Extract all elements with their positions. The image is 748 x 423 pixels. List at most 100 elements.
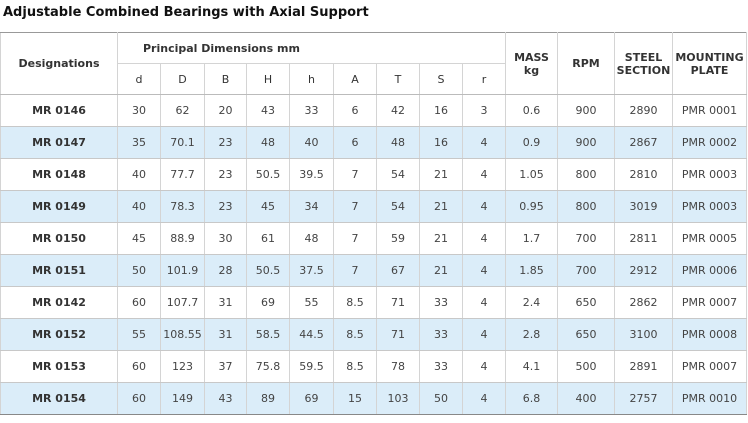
table-cell: 54 [376,190,420,223]
table-cell: 0.95 [505,190,558,223]
table-cell: 88.9 [160,222,205,255]
table-cell: 4 [462,222,506,255]
table-cell: 40 [117,190,161,223]
table-row: MR 0148 40 77.7 23 50.5 39.5 7 54 21 4 1.05 800 2810… [0,158,747,191]
table-cell: 101.9 [160,254,205,287]
designation-cell: MR 0149 [0,190,118,223]
table-cell: PMR 0005 [672,222,747,255]
header-line: MASS [514,50,549,64]
table-cell: 78.3 [160,190,205,223]
table-row: MR 0149 40 78.3 23 45 34 7 54 21 4 0.95 800 3019 PMR … [0,190,747,223]
table-cell: 2.8 [505,318,558,351]
table-cell: 61 [246,222,290,255]
table-cell: 37 [204,350,247,383]
designation-cell: MR 0152 [0,318,118,351]
table-cell: 40 [289,126,334,159]
table-cell: 2891 [614,350,673,383]
table-cell: 50 [419,382,463,415]
table-cell: 16 [419,126,463,159]
table-cell: 2.4 [505,286,558,319]
table-cell: PMR 0007 [672,286,747,319]
table-cell: 60 [117,350,161,383]
header-cell: RPM [557,32,615,95]
table-row: MR 0150 45 88.9 30 61 48 7 59 21 4 1.7 700 2811 PMR 0… [0,222,747,255]
table-cell: 7 [333,222,377,255]
header-cell: T [376,63,420,95]
designation-cell: MR 0146 [0,94,118,127]
table-row: MR 0147 35 70.1 23 48 40 6 48 16 4 0.9 900 2867 PMR 0… [0,126,747,159]
table-cell: 45 [246,190,290,223]
table-row: MR 0142 60 107.7 31 69 55 8.5 71 33 4 2.4 650 2862 PM… [0,286,747,319]
table-cell: 69 [289,382,334,415]
table-cell: 45 [117,222,161,255]
table-cell: 15 [333,382,377,415]
title: Adjustable Combined Bearings with Axial … [3,5,369,20]
table-cell: 0.9 [505,126,558,159]
table-cell: 500 [557,350,615,383]
designation-cell: MR 0151 [0,254,118,287]
table-cell: 50.5 [246,158,290,191]
table-cell: 60 [117,382,161,415]
header-line: STEEL [624,50,663,64]
table-row: MR 0152 55 108.55 31 58.5 44.5 8.5 71 33 4 2.8 650 3… [0,318,747,351]
header-line: SECTION [616,63,671,77]
table-cell: 8.5 [333,318,377,351]
table-cell: 48 [246,126,290,159]
designation-cell: MR 0153 [0,350,118,383]
table-cell: 103 [376,382,420,415]
table-cell: 21 [419,158,463,191]
table-cell: 8.5 [333,286,377,319]
header-cell: d [117,63,161,95]
table-cell: 6.8 [505,382,558,415]
header-cell: r [462,63,506,95]
header-cell: D [160,63,205,95]
header-cell: STEEL SECTION [614,32,673,95]
table-cell: 71 [376,318,420,351]
table-header: Designations Principal Dimensions mm MASS k… [0,32,747,95]
header-cell: MOUNTING PLATE [672,32,747,95]
table-cell: 2862 [614,286,673,319]
table-cell: 31 [204,318,247,351]
table-cell: 3100 [614,318,673,351]
table-cell: 900 [557,94,615,127]
table-cell: 108.55 [160,318,205,351]
table-cell: 42 [376,94,420,127]
header-line: kg [523,63,540,77]
table-cell: 700 [557,222,615,255]
table-cell: 77.7 [160,158,205,191]
table-cell: PMR 0006 [672,254,747,287]
table-cell: 123 [160,350,205,383]
table-cell: 6 [333,126,377,159]
table-cell: 58.5 [246,318,290,351]
table-cell: PMR 0001 [672,94,747,127]
table-cell: 800 [557,158,615,191]
table-row: MR 0154 60 149 43 89 69 15 103 50 4 6.8 400 2757 PMR … [0,382,747,415]
table-cell: 34 [289,190,334,223]
table-cell: 28 [204,254,247,287]
table-cell: 30 [117,94,161,127]
table-cell: 21 [419,254,463,287]
header-cell: H [246,63,290,95]
table-cell: 55 [289,286,334,319]
table-cell: 1.05 [505,158,558,191]
table-cell: 650 [557,286,615,319]
header-cell: S [419,63,463,95]
table-cell: 37.5 [289,254,334,287]
table-row: MR 0153 60 123 37 75.8 59.5 8.5 78 33 4 4.1 500 2891… [0,350,747,383]
table-cell: 33 [419,286,463,319]
header-cell: Designations [0,32,118,95]
table-cell: 4 [462,190,506,223]
table-cell: 3019 [614,190,673,223]
header-line: MOUNTING [675,50,744,64]
table-cell: 21 [419,222,463,255]
table-cell: 4 [462,382,506,415]
table-cell: 39.5 [289,158,334,191]
table-cell: 400 [557,382,615,415]
table-row: MR 0146 30 62 20 43 33 6 42 16 3 0.6 900 2890 PMR 000… [0,94,747,127]
table-cell: 75.8 [246,350,290,383]
table-cell: 6 [333,94,377,127]
table-cell: 2811 [614,222,673,255]
table-cell: 149 [160,382,205,415]
table-cell: 1.85 [505,254,558,287]
